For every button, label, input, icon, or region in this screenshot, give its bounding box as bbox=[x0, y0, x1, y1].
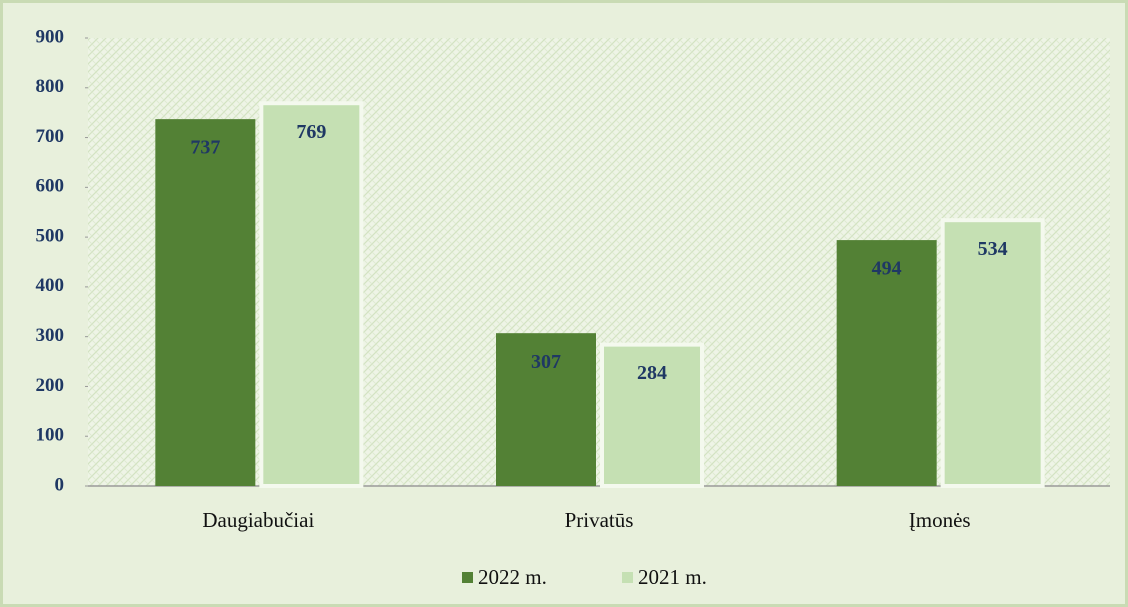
y-tick-label: 400 bbox=[36, 275, 65, 296]
bar bbox=[940, 218, 1045, 488]
y-tick-label: 700 bbox=[36, 126, 65, 147]
y-tick-label: 200 bbox=[36, 375, 65, 396]
y-tick-label: 100 bbox=[36, 425, 65, 446]
legend-label: 2022 m. bbox=[478, 565, 547, 589]
bar bbox=[496, 333, 596, 486]
y-tick-label: 800 bbox=[36, 76, 65, 97]
value-label: 769 bbox=[296, 121, 326, 143]
y-tick-label: 500 bbox=[36, 225, 65, 246]
value-label: 534 bbox=[978, 238, 1008, 260]
value-label: 284 bbox=[637, 362, 667, 384]
y-tick-label: 600 bbox=[36, 176, 65, 197]
plot-area bbox=[88, 38, 1110, 486]
y-tick-label: 300 bbox=[36, 325, 65, 346]
legend-swatch bbox=[622, 572, 633, 583]
value-label: 494 bbox=[872, 258, 902, 280]
legend-swatch bbox=[462, 572, 473, 583]
value-label: 307 bbox=[531, 351, 561, 373]
value-label: 737 bbox=[190, 137, 220, 159]
x-tick-label: Privatūs bbox=[565, 508, 634, 532]
y-tick-label: 900 bbox=[36, 26, 65, 47]
bar bbox=[155, 119, 256, 486]
legend-label: 2021 m. bbox=[638, 565, 707, 589]
x-tick-label: Daugiabučiai bbox=[202, 508, 314, 532]
bar bbox=[836, 240, 937, 486]
bar bbox=[259, 101, 364, 488]
bar bbox=[600, 342, 704, 488]
x-tick-label: Įmonės bbox=[909, 508, 971, 532]
y-tick-label: 0 bbox=[55, 474, 65, 495]
